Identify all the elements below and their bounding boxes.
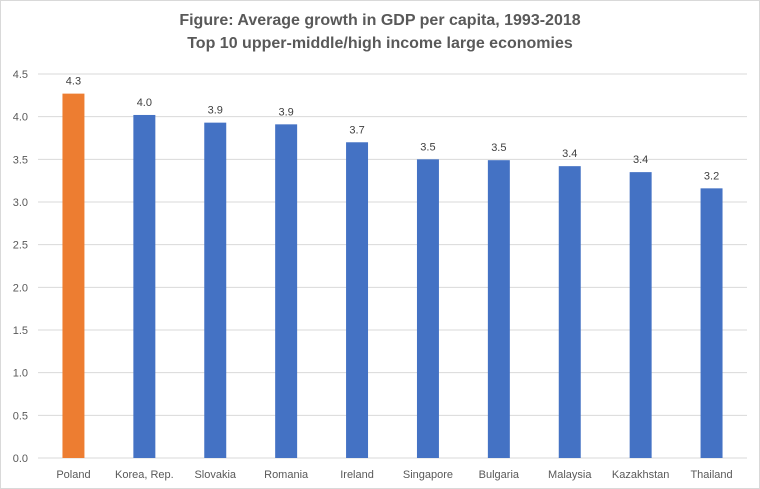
data-label: 3.9	[279, 106, 294, 118]
x-tick-label: Slovakia	[194, 469, 236, 481]
bar-ireland	[346, 142, 369, 458]
y-tick-label: 0.5	[13, 410, 28, 422]
data-label: 3.7	[349, 124, 364, 136]
x-tick-label: Kazakhstan	[612, 469, 669, 481]
x-tick-label: Malaysia	[548, 469, 592, 481]
y-tick-label: 4.5	[13, 69, 28, 81]
data-label: 3.5	[491, 142, 506, 154]
data-label: 3.9	[208, 105, 223, 117]
bar-bulgaria	[487, 160, 510, 459]
x-tick-label: Romania	[264, 469, 309, 481]
chart-subtitle: Top 10 upper-middle/high income large ec…	[187, 35, 573, 52]
bar-thailand	[700, 188, 723, 458]
bar-malaysia	[558, 166, 581, 458]
y-tick-label: 1.5	[13, 325, 28, 337]
x-tick-label: Korea, Rep.	[115, 469, 174, 481]
x-tick-label: Thailand	[690, 469, 732, 481]
y-tick-label: 2.5	[13, 240, 28, 252]
bar-kazakhstan	[629, 172, 652, 458]
data-label: 3.2	[704, 170, 719, 182]
chart-title-block: Figure: Average growth in GDP per capita…	[1, 9, 759, 55]
y-tick-label: 1.0	[13, 368, 28, 380]
data-label: 4.0	[137, 97, 152, 109]
data-label: 3.4	[633, 154, 648, 166]
x-tick-label: Poland	[56, 469, 90, 481]
y-tick-label: 2.0	[13, 282, 28, 294]
bar-romania	[275, 124, 298, 458]
bar-korea-rep	[133, 114, 156, 459]
data-label: 3.5	[420, 141, 435, 153]
bar-slovakia	[204, 122, 227, 458]
data-label: 4.3	[66, 76, 81, 88]
x-tick-label: Singapore	[403, 469, 453, 481]
bar-poland	[62, 93, 85, 459]
x-tick-label: Bulgaria	[479, 469, 520, 481]
y-tick-label: 0.0	[13, 453, 28, 465]
chart-title: Figure: Average growth in GDP per capita…	[179, 12, 581, 29]
y-tick-label: 3.0	[13, 197, 28, 209]
data-label: 3.4	[562, 148, 577, 160]
bar-singapore	[416, 159, 439, 459]
y-tick-label: 3.5	[13, 154, 28, 166]
x-tick-label: Ireland	[340, 469, 374, 481]
y-tick-label: 4.0	[13, 112, 28, 124]
